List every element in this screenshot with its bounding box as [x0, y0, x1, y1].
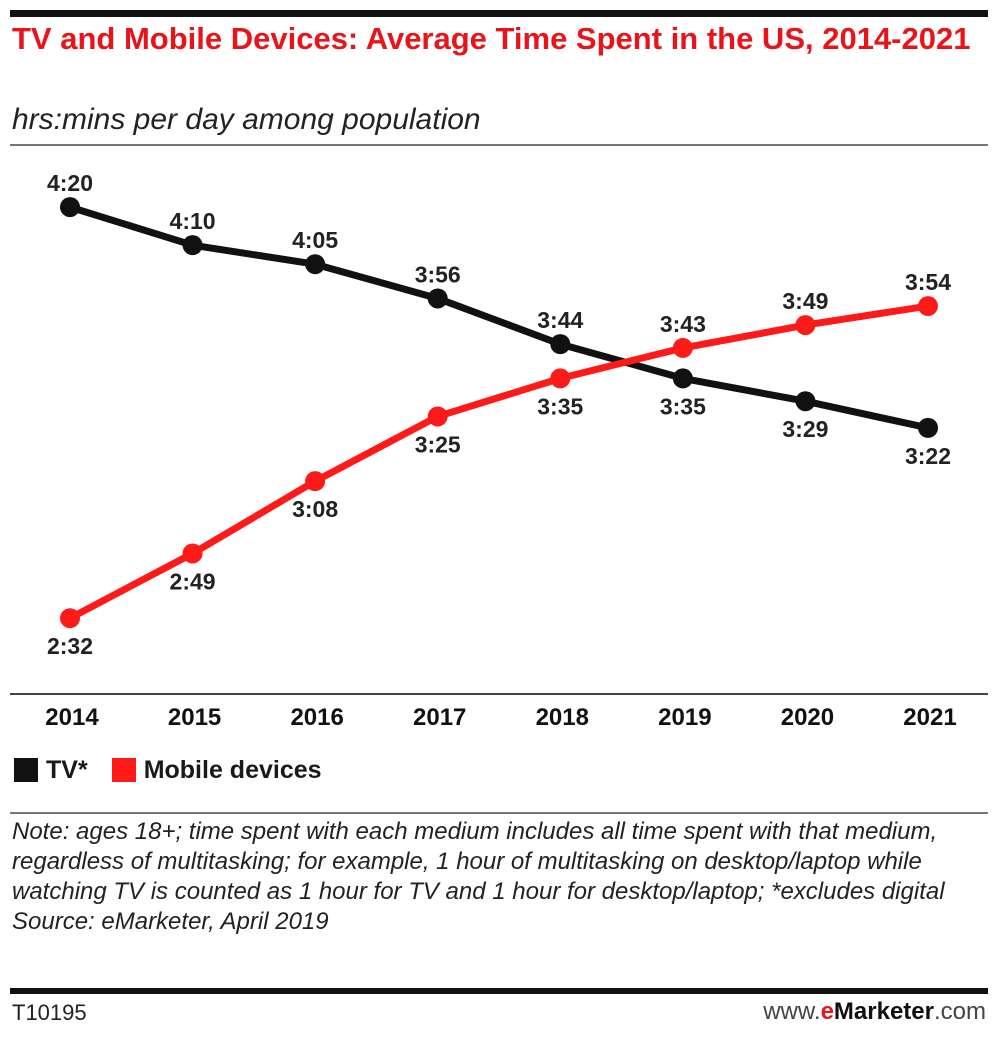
- note-text: Note: ages 18+; time spent with each med…: [12, 818, 945, 905]
- data-point-tv-2014: [60, 197, 80, 218]
- data-label-tv-2019: 3:35: [660, 393, 706, 419]
- legend-item-mobile: Mobile devices: [111, 755, 322, 785]
- data-label-tv-2017: 3:56: [415, 261, 461, 287]
- x-tick-label-2014: 2014: [45, 704, 99, 731]
- legend-label-mobile: Mobile devices: [143, 755, 322, 784]
- data-point-mobile-2018: [550, 368, 571, 389]
- notes: Note: ages 18+; time spent with each med…: [12, 817, 987, 937]
- logo-brand: Marketer: [833, 998, 934, 1025]
- data-label-tv-2021: 3:22: [905, 443, 951, 469]
- data-point-mobile-2017: [427, 406, 448, 427]
- series-line-tv: [66, 203, 932, 432]
- series-line-mobile: [66, 302, 932, 622]
- data-label-mobile-2014: 2:32: [47, 633, 93, 659]
- notes-rule: [10, 812, 988, 814]
- x-tick-label-2016: 2016: [290, 704, 343, 731]
- x-tick-label-2019: 2019: [658, 704, 711, 731]
- legend-swatch-tv: [14, 758, 38, 782]
- data-label-tv-2014: 4:20: [47, 170, 93, 196]
- chart-title: TV and Mobile Devices: Average Time Spen…: [12, 21, 971, 56]
- legend-swatch-mobile: [111, 758, 136, 782]
- data-label-mobile-2021: 3:54: [905, 269, 951, 295]
- x-tick-label-2015: 2015: [168, 704, 221, 731]
- legend: TV* Mobile devices: [14, 752, 346, 788]
- series-layer: [60, 197, 938, 629]
- data-label-mobile-2016: 3:08: [292, 496, 338, 522]
- data-point-tv-2021: [918, 417, 938, 438]
- data-label-tv-2016: 4:05: [292, 227, 338, 253]
- logo-e: e: [820, 998, 834, 1025]
- x-tick-label-2020: 2020: [781, 704, 834, 731]
- data-label-mobile-2015: 2:49: [170, 568, 216, 594]
- subtitle-rule: [10, 144, 988, 146]
- data-point-mobile-2019: [672, 337, 693, 358]
- data-labels-layer: 4:20 4:10 4:05 3:56 3:44 3:35 3:29 3:22 2:32 2:49…: [47, 170, 951, 659]
- data-point-mobile-2015: [182, 543, 203, 564]
- data-label-mobile-2018: 3:35: [537, 393, 583, 419]
- x-tick-label-2021: 2021: [903, 704, 956, 731]
- data-point-mobile-2021: [918, 296, 938, 317]
- data-label-tv-2018: 3:44: [537, 307, 583, 333]
- source-text: Source: eMarketer, April 2019: [12, 908, 329, 935]
- x-axis-ticks: 2014 2015 2016 2017 2018 2019 2020 2021: [45, 704, 956, 731]
- data-point-tv-2015: [182, 235, 203, 256]
- data-point-mobile-2016: [305, 471, 326, 492]
- chart-subtitle: hrs:mins per day among population: [12, 103, 481, 136]
- data-point-tv-2019: [672, 368, 693, 389]
- data-label-tv-2020: 3:29: [782, 416, 828, 442]
- x-tick-label-2017: 2017: [413, 704, 466, 731]
- x-tick-label-2018: 2018: [536, 704, 589, 731]
- logo-prefix: www.: [763, 998, 821, 1025]
- emarketer-logo[interactable]: www.eMarketer.com: [763, 998, 986, 1026]
- data-point-tv-2016: [305, 254, 326, 275]
- line-chart: 4:20 4:10 4:05 3:56 3:44 3:35 3:29 3:22 2:32 2:49…: [10, 170, 988, 731]
- data-label-mobile-2019: 3:43: [660, 311, 706, 337]
- data-label-tv-2015: 4:10: [170, 208, 216, 234]
- logo-suffix: .com: [933, 998, 986, 1025]
- data-label-mobile-2020: 3:49: [782, 288, 828, 314]
- legend-label-tv: TV*: [46, 755, 88, 784]
- data-point-mobile-2014: [60, 608, 80, 629]
- data-point-tv-2018: [550, 334, 571, 355]
- top-rule: [10, 10, 988, 17]
- chart-id: T10195: [12, 1000, 87, 1025]
- legend-item-tv: TV*: [14, 756, 88, 785]
- data-point-tv-2020: [795, 391, 816, 412]
- data-label-mobile-2017: 3:25: [415, 431, 461, 457]
- data-point-tv-2017: [427, 288, 448, 309]
- bottom-rule: [10, 988, 988, 994]
- data-point-mobile-2020: [795, 315, 816, 336]
